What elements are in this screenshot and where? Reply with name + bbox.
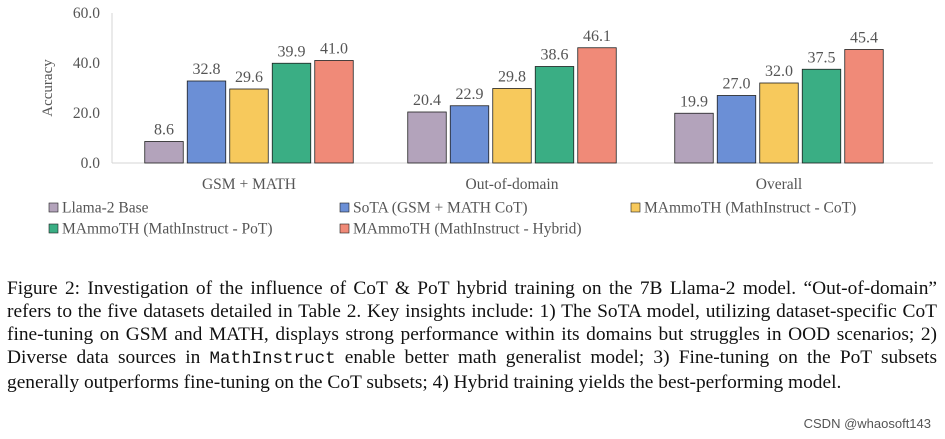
chart-axes: 0.0 20.0 40.0 60.0 Accuracy GSM + MATH Out-of-… [40,5,933,193]
bar-overall-llama-2-base [674,112,714,164]
figure-caption: Figure 2: Investigation of the influence… [7,277,937,394]
legend-swatch [48,223,59,234]
bar-chart: 0.0 20.0 40.0 60.0 Accuracy GSM + MATH Out-of-… [40,5,933,238]
bar-gsm-math-llama-2-base [144,141,184,164]
chart-bars: 8.6 32.8 29.6 39.9 41.0 20.4 22.9 29.8 38.6 46.1 1… [144,28,884,164]
y-tick-label: 20.0 [73,105,100,122]
x-tick-label: Out-of-domain [466,176,559,193]
data-label: 27.0 [723,76,751,93]
legend-label: SoTA (GSM + MATH CoT) [353,200,528,217]
bar-out-of-domain-mammoth-mathinstruct-pot [534,66,575,164]
bar-out-of-domain-llama-2-base [407,111,447,164]
data-label: 22.9 [456,86,484,103]
legend-label: MAmmoTH (MathInstruct - Hybrid) [353,221,582,238]
data-label: 19.9 [680,93,708,110]
bar-gsm-math-sota-gsm-math-cot [186,80,227,164]
chart-legend: Llama-2 Base SoTA (GSM + MATH CoT) MAmmoTH… [48,200,856,238]
watermark: CSDN @whaosoft143 [801,416,933,431]
y-tick-label: 0.0 [81,155,101,172]
bar-overall-sota-gsm-math-cot [716,95,757,164]
x-tick-label: GSM + MATH [202,176,296,193]
data-label: 32.0 [765,63,793,80]
bar-gsm-math-mammoth-mathinstruct-pot [271,62,312,164]
bar-overall-mammoth-mathinstruct-cot [759,82,799,164]
y-tick-label: 40.0 [73,55,100,72]
data-label: 38.6 [541,47,569,64]
y-tick-label: 60.0 [73,5,100,22]
legend-swatch [339,223,350,234]
legend-label: MAmmoTH (MathInstruct - CoT) [644,200,856,217]
bar-gsm-math-mammoth-mathinstruct-cot [229,88,269,164]
legend-label: Llama-2 Base [62,200,149,217]
bar-out-of-domain-mammoth-mathinstruct-hybrid [577,47,617,164]
y-axis-label: Accuracy [40,59,56,117]
data-label: 8.6 [154,122,174,139]
x-tick-label: Overall [756,176,802,193]
data-label: 39.9 [278,43,306,60]
legend-swatch [630,202,641,213]
legend-label: MAmmoTH (MathInstruct - PoT) [62,221,273,238]
data-label: 37.5 [808,49,836,66]
caption-text-part1: Figure 2: Investigation of the influence… [7,278,937,368]
caption-text-part2: enable better math generalist model; 3) … [7,347,937,393]
data-label: 20.4 [413,92,441,109]
caption-mathinstruct-mono: MathInstruct [209,349,336,369]
legend-swatch [339,202,350,213]
bar-out-of-domain-sota-gsm-math-cot [449,105,490,164]
bar-overall-mammoth-mathinstruct-pot [801,68,842,164]
data-label: 32.8 [193,61,221,78]
data-label: 29.8 [498,69,526,86]
bar-overall-mammoth-mathinstruct-hybrid [844,49,884,164]
data-label: 29.6 [235,69,263,86]
legend-swatch [48,202,59,213]
data-label: 45.4 [850,30,878,47]
bar-gsm-math-mammoth-mathinstruct-hybrid [314,60,354,164]
data-label: 46.1 [583,28,611,45]
data-label: 41.0 [320,41,348,58]
bar-out-of-domain-mammoth-mathinstruct-cot [492,88,532,164]
